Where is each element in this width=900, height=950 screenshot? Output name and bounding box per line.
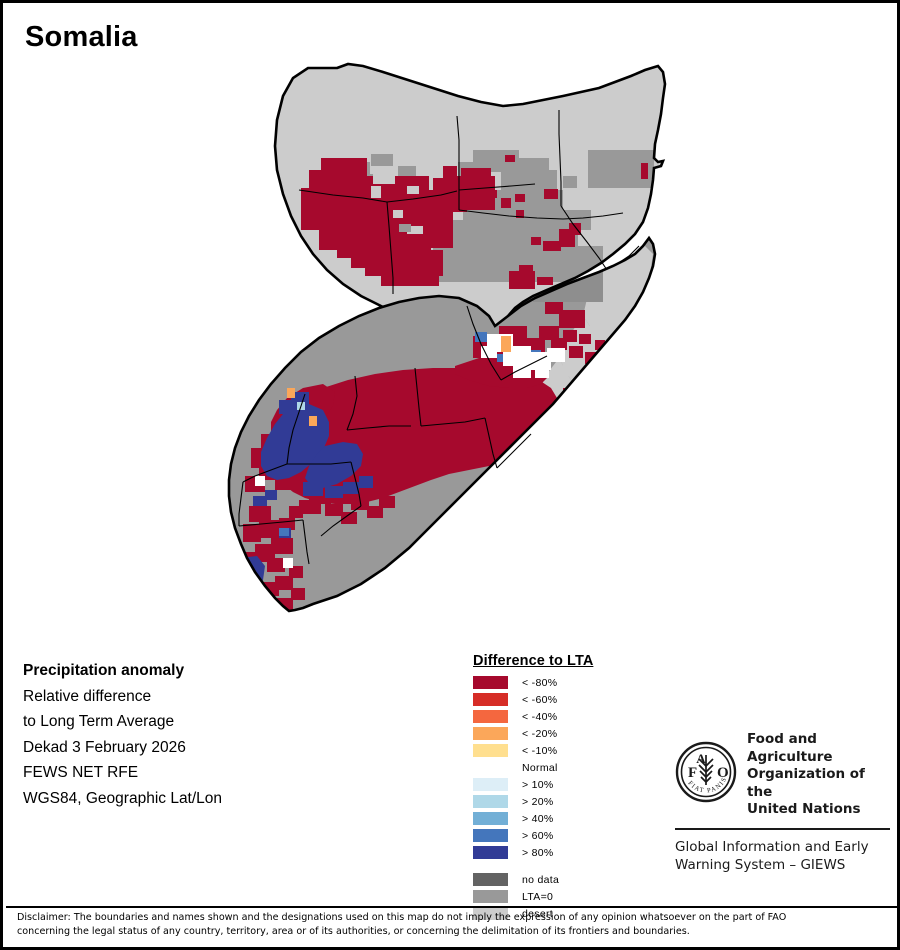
fao-organization-name: Food and Agriculture Organization of the… <box>747 731 890 819</box>
map-fill-lt80-north <box>301 155 648 289</box>
legend-label-desert: desert <box>522 907 553 920</box>
legend-item-lt20[interactable]: < -20% <box>473 725 663 742</box>
legend-item-gt40[interactable]: > 40% <box>473 810 663 827</box>
legend-label-gt10: > 10% <box>522 778 554 791</box>
fao-name-line2: Organization of the <box>747 766 865 800</box>
legend-item-lt10[interactable]: < -10% <box>473 742 663 759</box>
giews-text: Global Information and Early Warning Sys… <box>675 838 890 874</box>
disclaimer-divider <box>6 906 897 908</box>
legend-swatch-gt10 <box>473 778 508 791</box>
legend-item-normal[interactable]: Normal <box>473 759 663 776</box>
legend-item-no-data[interactable]: no data <box>473 871 663 888</box>
legend-label-lt40: < -40% <box>522 710 558 723</box>
fao-logo-and-name: F A O FIAT PANIS Food and Agriculture Or… <box>675 731 890 819</box>
map-canvas[interactable] <box>3 58 900 628</box>
svg-text:F: F <box>688 765 697 781</box>
legend-label-gt20: > 20% <box>522 795 554 808</box>
legend-label-gt40: > 40% <box>522 812 554 825</box>
legend-swatch-lt60 <box>473 693 508 706</box>
legend-label-lt60: < -60% <box>522 693 558 706</box>
disclaimer-line2: concerning the legal status of any count… <box>17 926 690 937</box>
legend-item-lta0[interactable]: LTA=0 <box>473 888 663 905</box>
legend-swatch-lta0 <box>473 890 508 903</box>
info-line-source: FEWS NET RFE <box>23 764 139 781</box>
legend-label-gt80: > 80% <box>522 846 554 859</box>
page-title: Somalia <box>25 21 138 53</box>
legend-item-lt60[interactable]: < -60% <box>473 691 663 708</box>
legend-swatch-normal <box>473 761 508 774</box>
info-line-projection: WGS84, Geographic Lat/Lon <box>23 789 223 807</box>
legend-item-lt40[interactable]: < -40% <box>473 708 663 725</box>
map-info-block: Precipitation anomaly Relative differenc… <box>23 658 323 811</box>
legend-label-gt60: > 60% <box>522 829 554 842</box>
map-admin-borders-south <box>238 305 548 565</box>
legend-item-gt20[interactable]: > 20% <box>473 793 663 810</box>
fao-name-line3: United Nations <box>747 801 861 817</box>
somalia-choropleth-map[interactable] <box>3 58 900 628</box>
map-legend: Difference to LTA < -80% < -60% < -40% <… <box>473 653 663 922</box>
legend-label-lt10: < -10% <box>522 744 558 757</box>
fao-name-line1: Food and Agriculture <box>747 731 833 765</box>
legend-swatch-gt60 <box>473 829 508 842</box>
legend-swatch-lt10 <box>473 744 508 757</box>
disclaimer-text: Disclaimer: The boundaries and names sho… <box>17 911 887 939</box>
map-admin-borders-north <box>298 110 640 294</box>
giews-line1: Global Information and Early <box>675 838 869 855</box>
legend-swatch-desert <box>473 907 508 920</box>
legend-swatch-lt40 <box>473 710 508 723</box>
giews-line2: Warning System – GIEWS <box>675 856 846 873</box>
legend-label-normal: Normal <box>522 761 558 774</box>
fao-branding-block: F A O FIAT PANIS Food and Agriculture Or… <box>675 731 890 874</box>
disclaimer-line1: Disclaimer: The boundaries and names sho… <box>17 912 787 923</box>
legend-label-no-data: no data <box>522 873 560 886</box>
legend-swatch-lt80 <box>473 676 508 689</box>
svg-text:A: A <box>696 751 706 766</box>
legend-swatch-no-data <box>473 873 508 886</box>
legend-swatch-gt40 <box>473 812 508 825</box>
legend-item-gt10[interactable]: > 10% <box>473 776 663 793</box>
map-region-south <box>227 235 657 613</box>
legend-label-lt80: < -80% <box>522 676 558 689</box>
legend-swatch-gt20 <box>473 795 508 808</box>
map-fill-lt20-south <box>287 336 511 426</box>
fao-logo-icon: F A O FIAT PANIS <box>675 741 737 808</box>
map-outline-south <box>227 235 657 613</box>
legend-item-lt80[interactable]: < -80% <box>473 674 663 691</box>
svg-text:O: O <box>717 765 729 781</box>
legend-item-gt60[interactable]: > 60% <box>473 827 663 844</box>
legend-item-gt80[interactable]: > 80% <box>473 844 663 861</box>
legend-swatch-gt80 <box>473 846 508 859</box>
info-line-dekad: Dekad 3 February 2026 <box>23 738 186 756</box>
legend-label-lt20: < -20% <box>522 727 558 740</box>
legend-swatch-lt20 <box>473 727 508 740</box>
map-outline-north <box>273 62 667 338</box>
legend-spacer <box>473 861 663 871</box>
legend-label-lta0: LTA=0 <box>522 890 554 903</box>
info-line-long-term-average: to Long Term Average <box>23 713 175 730</box>
info-line-relative-difference: Relative difference <box>23 687 152 705</box>
legend-item-desert[interactable]: desert <box>473 905 663 922</box>
info-line-title: Precipitation anomaly <box>23 662 185 679</box>
fao-divider <box>675 827 890 830</box>
legend-title: Difference to LTA <box>473 653 594 669</box>
